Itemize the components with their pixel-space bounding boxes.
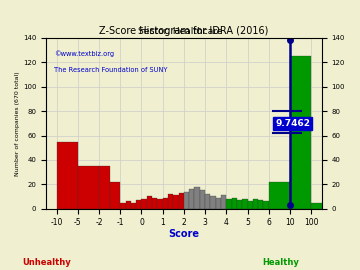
Bar xyxy=(120,202,126,209)
Bar xyxy=(173,195,179,209)
Bar xyxy=(237,200,242,209)
Bar xyxy=(258,200,264,209)
Bar xyxy=(57,142,78,209)
Bar xyxy=(99,166,110,209)
Bar xyxy=(147,197,152,209)
Bar xyxy=(216,198,221,209)
Bar xyxy=(194,187,200,209)
Bar xyxy=(163,198,168,209)
Bar xyxy=(269,182,290,209)
Bar xyxy=(168,194,173,209)
Text: Unhealthy: Unhealthy xyxy=(22,258,71,266)
X-axis label: Score: Score xyxy=(168,229,199,239)
Bar xyxy=(290,56,311,209)
Bar xyxy=(231,198,237,209)
Bar xyxy=(248,201,253,209)
Bar xyxy=(189,189,194,209)
Bar xyxy=(78,166,99,209)
Text: ©www.textbiz.org: ©www.textbiz.org xyxy=(54,50,114,57)
Bar xyxy=(205,194,210,209)
Text: 9.7462: 9.7462 xyxy=(275,119,310,128)
Bar xyxy=(110,182,120,209)
Bar xyxy=(141,199,147,209)
Text: Healthy: Healthy xyxy=(262,258,299,266)
Bar xyxy=(264,201,269,209)
Y-axis label: Number of companies (670 total): Number of companies (670 total) xyxy=(15,71,20,176)
Bar xyxy=(200,190,205,209)
Bar xyxy=(311,202,332,209)
Text: The Research Foundation of SUNY: The Research Foundation of SUNY xyxy=(54,67,168,73)
Bar xyxy=(221,195,226,209)
Bar xyxy=(253,199,258,209)
Title: Z-Score Histogram for IDRA (2016): Z-Score Histogram for IDRA (2016) xyxy=(99,26,269,36)
Bar xyxy=(242,199,248,209)
Bar xyxy=(126,201,131,209)
Bar xyxy=(226,199,231,209)
Bar xyxy=(210,197,216,209)
Bar xyxy=(179,193,184,209)
Bar xyxy=(131,202,136,209)
Bar xyxy=(157,199,163,209)
Bar xyxy=(184,192,189,209)
Bar xyxy=(152,198,157,209)
Bar xyxy=(136,200,141,209)
Text: Sector: Healthcare: Sector: Healthcare xyxy=(138,27,222,36)
